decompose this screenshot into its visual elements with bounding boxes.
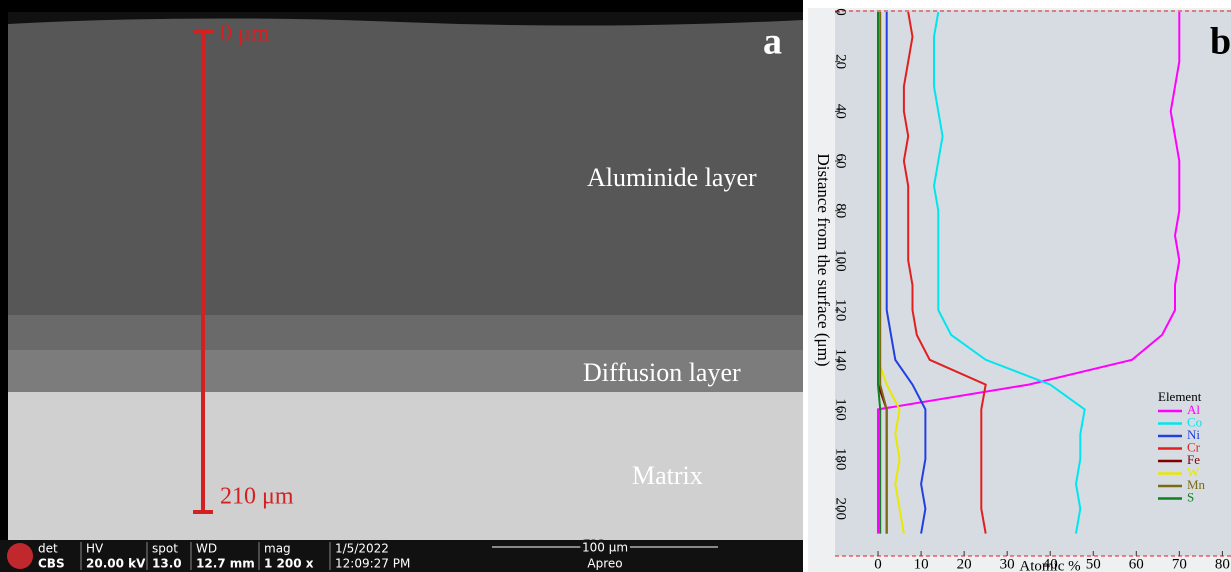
x-tick-label: 180: [833, 448, 849, 471]
info-value: CBS: [38, 557, 65, 571]
panel-label: a: [763, 21, 782, 63]
info-value: 1 200 x: [264, 557, 314, 571]
y-tick-label: 30: [1000, 556, 1015, 572]
scale-top-label: 0 μm: [220, 21, 270, 47]
y-tick-label: 70: [1172, 556, 1187, 572]
x-tick-label: 140: [833, 349, 849, 372]
info-key: mag: [264, 542, 291, 556]
x-tick-label: 200: [833, 498, 849, 521]
scale-bar-label: 100 μm: [582, 541, 628, 555]
y-tick-label: 50: [1086, 556, 1101, 572]
transition-region: [8, 315, 803, 350]
logo: [7, 543, 33, 569]
scale-bottom-label: 210 μm: [220, 484, 294, 510]
x-tick-label: 20: [833, 54, 849, 69]
y-tick-label: 80: [1215, 556, 1230, 572]
info-value: 13.0: [152, 557, 182, 571]
sem-image: 0 μm 210 μm a Aluminide layer Diffusion …: [0, 0, 803, 572]
region-label: Diffusion layer: [583, 358, 741, 387]
instrument: Apreo: [587, 557, 622, 571]
info-key: det: [38, 542, 58, 556]
y-axis-title: Atomic %: [1019, 558, 1080, 572]
region-label: Matrix: [632, 461, 703, 490]
info-key: HV: [86, 542, 104, 556]
info-value: 12:09:27 PM: [335, 557, 410, 571]
info-key: spot: [152, 542, 178, 556]
x-tick-label: 0: [833, 8, 849, 16]
region-label: Aluminide layer: [587, 163, 757, 192]
x-tick-label: 40: [833, 104, 849, 119]
legend-label: S: [1187, 489, 1194, 504]
x-tick-label: 100: [833, 249, 849, 272]
info-value: 12.7 mm: [196, 557, 255, 571]
y-tick-label: 60: [1129, 556, 1144, 572]
x-tick-label: 80: [833, 203, 849, 218]
x-axis-title: Distance from the surface (μm): [814, 153, 833, 366]
x-tick-label: 160: [833, 398, 849, 421]
y-tick-label: 0: [874, 556, 882, 572]
page: 0 μm 210 μm a Aluminide layer Diffusion …: [0, 0, 1231, 572]
panel-label: b: [1210, 21, 1231, 63]
x-tick-label: 120: [833, 299, 849, 322]
info-key: WD: [196, 542, 217, 556]
y-tick-label: 20: [957, 556, 972, 572]
x-tick-label: 60: [833, 154, 849, 169]
info-key: 1/5/2022: [335, 542, 389, 556]
info-value: 20.00 kV: [86, 557, 146, 571]
y-tick-label: 10: [914, 556, 929, 572]
figure: 0 μm 210 μm a Aluminide layer Diffusion …: [0, 0, 1231, 572]
